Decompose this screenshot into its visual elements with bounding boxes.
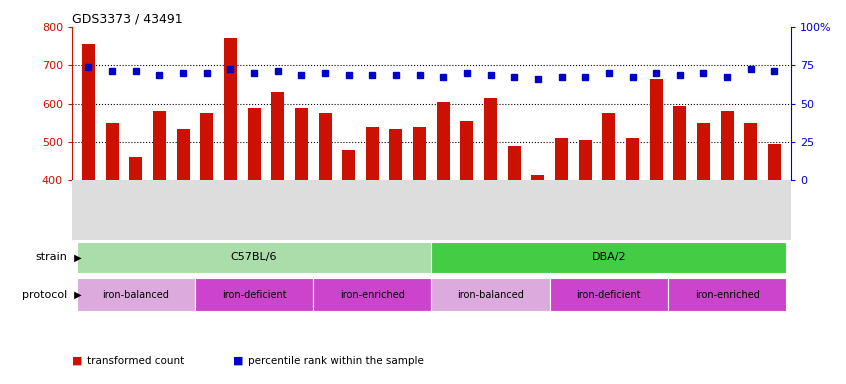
Bar xyxy=(579,140,591,180)
Bar xyxy=(460,121,474,180)
Text: strain: strain xyxy=(36,252,68,262)
Bar xyxy=(555,138,568,180)
Bar xyxy=(195,278,313,311)
Bar xyxy=(626,138,639,180)
Text: iron-enriched: iron-enriched xyxy=(340,290,404,300)
Text: ■: ■ xyxy=(233,356,247,366)
Bar xyxy=(431,278,550,311)
Text: percentile rank within the sample: percentile rank within the sample xyxy=(248,356,424,366)
Text: ▶: ▶ xyxy=(71,290,82,300)
Bar xyxy=(106,123,118,180)
Bar xyxy=(342,150,355,180)
Bar xyxy=(82,44,95,180)
Bar xyxy=(431,242,786,273)
Bar xyxy=(437,102,450,180)
Bar xyxy=(77,278,195,311)
Text: ▶: ▶ xyxy=(71,252,82,262)
Text: transformed count: transformed count xyxy=(87,356,184,366)
Bar xyxy=(365,127,379,180)
Text: ■: ■ xyxy=(72,356,86,366)
Bar xyxy=(531,175,545,180)
Text: iron-enriched: iron-enriched xyxy=(695,290,760,300)
Bar xyxy=(248,108,261,180)
Bar xyxy=(295,108,308,180)
Bar xyxy=(77,242,431,273)
Bar xyxy=(129,157,142,180)
Bar xyxy=(272,92,284,180)
Bar xyxy=(313,278,431,311)
Bar xyxy=(201,113,213,180)
Bar xyxy=(744,123,757,180)
Bar xyxy=(602,113,615,180)
Bar xyxy=(768,144,781,180)
Bar xyxy=(508,146,521,180)
Bar xyxy=(318,113,332,180)
Bar xyxy=(413,127,426,180)
Text: GDS3373 / 43491: GDS3373 / 43491 xyxy=(72,13,183,26)
Bar xyxy=(650,79,662,180)
Text: protocol: protocol xyxy=(23,290,68,300)
Text: iron-balanced: iron-balanced xyxy=(102,290,169,300)
Bar xyxy=(673,106,686,180)
Text: iron-deficient: iron-deficient xyxy=(222,290,286,300)
Bar xyxy=(550,278,668,311)
Bar xyxy=(721,111,733,180)
Text: iron-deficient: iron-deficient xyxy=(577,290,641,300)
Text: DBA/2: DBA/2 xyxy=(591,252,626,262)
Bar xyxy=(177,129,190,180)
Text: C57BL/6: C57BL/6 xyxy=(231,252,277,262)
Bar xyxy=(224,38,237,180)
Bar xyxy=(668,278,786,311)
Bar xyxy=(697,123,710,180)
Text: iron-balanced: iron-balanced xyxy=(457,290,524,300)
Bar xyxy=(153,111,166,180)
Bar xyxy=(484,98,497,180)
Bar xyxy=(389,129,403,180)
